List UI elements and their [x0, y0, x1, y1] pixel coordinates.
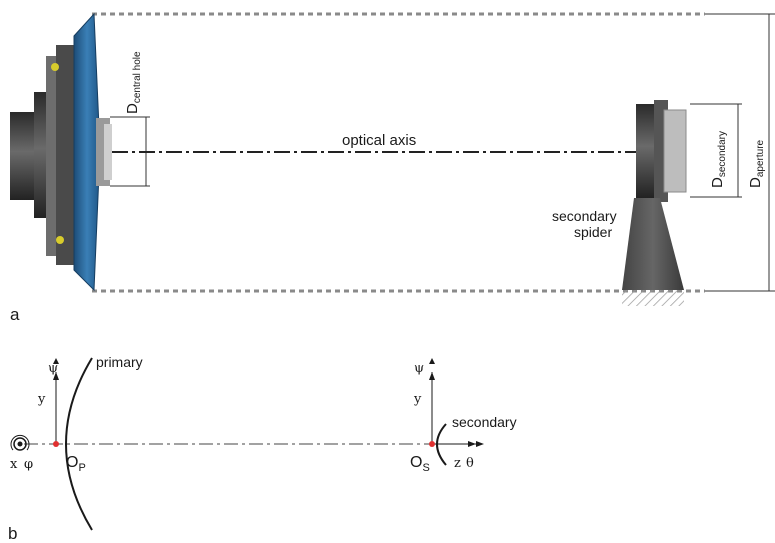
left-y-label: y — [37, 392, 46, 407]
theta-label: θ — [466, 456, 474, 471]
camera-block — [10, 112, 36, 200]
x-axis-circle — [13, 437, 27, 451]
panel-a-label: a — [10, 305, 20, 324]
yellow-bolt-bottom — [56, 236, 64, 244]
panel-b: ψ y primary x φ OP ψ y secondary OS z θ … — [8, 354, 517, 543]
right-psi-arrow — [429, 358, 435, 364]
panel-b-label: b — [8, 524, 17, 543]
primary-label: primary — [96, 354, 143, 370]
x-axis-dot — [17, 441, 23, 447]
z-axis-arrow — [468, 441, 476, 447]
ground-hatch — [622, 290, 684, 306]
central-hole-dimension: Dcentral hole — [110, 51, 150, 187]
right-psi-label: ψ — [414, 361, 424, 376]
phi-rotation-icon — [10, 434, 30, 451]
primary-mirror — [73, 12, 101, 292]
panel-a: Dcentral hole optical axis Dsecondary — [10, 12, 775, 324]
theta-axis-arrow — [476, 441, 484, 447]
left-psi-arrow — [53, 358, 59, 364]
spider-label-line2: spider — [574, 224, 612, 240]
aperture-dimension: Daperture — [705, 13, 775, 292]
z-label: z — [454, 456, 461, 471]
primary-mirror-arc — [65, 357, 93, 531]
spider-label-line1: secondary — [552, 208, 617, 224]
d-central-hole-label: Dcentral hole — [124, 51, 143, 114]
op-origin-dot — [53, 441, 59, 447]
op-label: OP — [66, 454, 86, 474]
primary-assembly — [10, 12, 112, 292]
right-y-label: y — [413, 392, 422, 407]
d-secondary-label: Dsecondary — [709, 131, 728, 188]
secondary-assembly — [622, 100, 687, 290]
secondary-mirror-face — [663, 109, 687, 193]
central-hole-collar-inner — [104, 124, 112, 180]
left-y-axis-arrow — [53, 372, 59, 380]
secondary-dimension: Dsecondary — [690, 103, 742, 198]
x-label: x — [10, 457, 18, 472]
yellow-bolt-top — [51, 63, 59, 71]
phi-label: φ — [24, 457, 33, 472]
secondary-label: secondary — [452, 414, 517, 430]
os-origin-dot — [429, 441, 435, 447]
secondary-spider — [622, 198, 684, 290]
optical-axis-label: optical axis — [342, 132, 416, 149]
os-label: OS — [410, 454, 430, 474]
d-aperture-label: Daperture — [747, 139, 766, 188]
right-y-axis-arrow — [429, 372, 435, 380]
left-psi-label: ψ — [48, 361, 58, 376]
